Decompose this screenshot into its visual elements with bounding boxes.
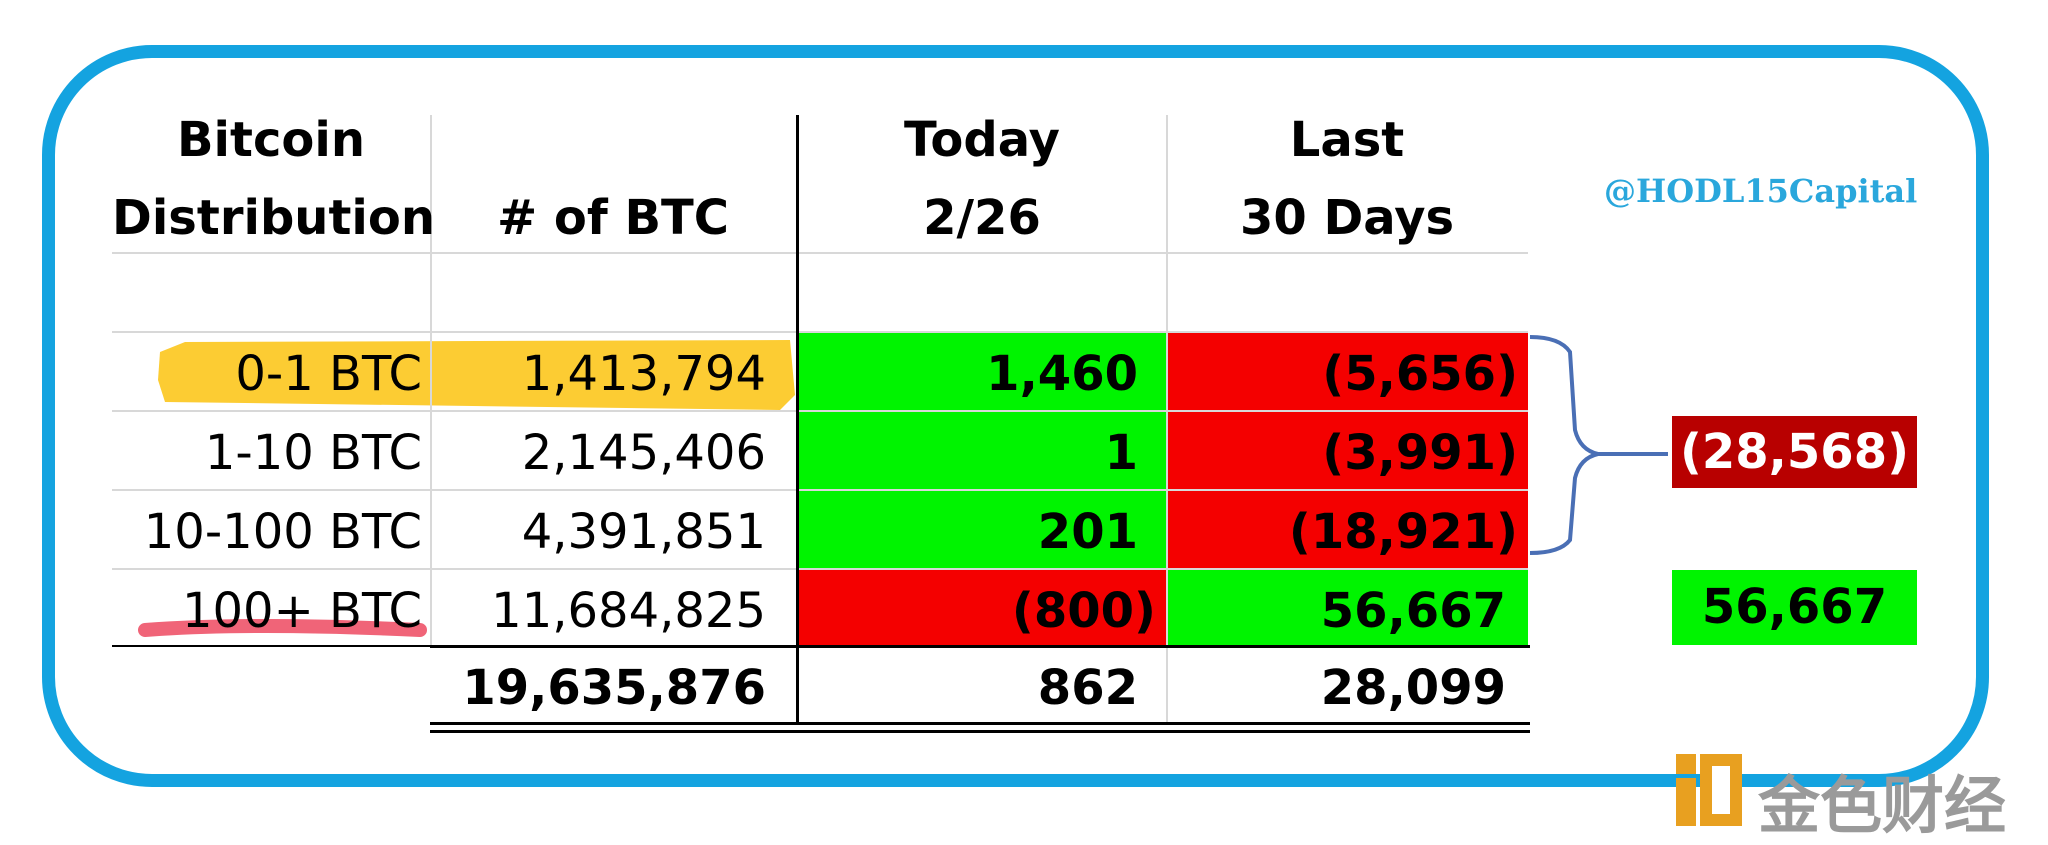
row-today-0: 1,460: [986, 346, 1138, 402]
total-double-line-1: [430, 722, 1530, 725]
grid-line: [112, 410, 1528, 412]
row-last30-0: (5,656): [1322, 346, 1518, 402]
today-bg-0: [798, 331, 1166, 568]
grid-line: [112, 252, 1528, 254]
table-bottom-border: [430, 645, 1530, 648]
row-label-2: 10-100 BTC: [143, 504, 422, 560]
row-last30-1: (3,991): [1322, 425, 1518, 481]
row-last30-2: (18,921): [1288, 504, 1518, 560]
row-label-1: 1-10 BTC: [204, 425, 422, 481]
grid-line: [112, 331, 1528, 333]
grid-vline: [430, 115, 432, 645]
row-label-0: 0-1 BTC: [235, 346, 422, 402]
grid-vline: [1166, 115, 1168, 725]
header-num-btc: # of BTC: [496, 190, 730, 246]
row-btc-2: 4,391,851: [521, 504, 766, 560]
row-today-1: 1: [1104, 425, 1138, 481]
jinse-logo-text: 金色财经: [1758, 769, 2007, 842]
group-brace: [1529, 335, 1668, 555]
header-distribution-line1: Bitcoin: [176, 112, 366, 168]
row-btc-0: 1,413,794: [521, 346, 766, 402]
total-today: 862: [1037, 660, 1138, 716]
header-distribution-line2: Distribution: [112, 190, 436, 246]
total-double-line-2: [430, 730, 1530, 733]
row-label-3: 100+ BTC: [181, 583, 422, 639]
header-today-line1: Today: [904, 112, 1060, 168]
row-today-2: 201: [1037, 504, 1138, 560]
grid-line: [112, 568, 1528, 570]
frame-border: [42, 45, 1989, 787]
header-last30-line1: Last: [1289, 112, 1405, 168]
grid-line: [112, 645, 432, 647]
group-small-total: (28,568): [1672, 416, 1917, 488]
table-divider: [796, 115, 799, 725]
row-last30-3: 56,667: [1320, 583, 1506, 639]
header-last30-line2: 30 Days: [1239, 190, 1455, 246]
row-btc-3: 11,684,825: [491, 583, 766, 639]
row-today-3: (800): [1011, 583, 1156, 639]
last30-bg-3: [1166, 568, 1528, 645]
total-btc: 19,635,876: [462, 660, 766, 716]
red-underline: [138, 619, 427, 637]
total-last30: 28,099: [1320, 660, 1506, 716]
group-large-total: 56,667: [1672, 570, 1917, 645]
watermark-handle: @HODL15Capital: [1604, 172, 1918, 210]
yellow-highlight: [158, 340, 795, 410]
row-btc-1: 2,145,406: [521, 425, 766, 481]
jinse-logo-icon: [1676, 754, 1742, 826]
header-today-line2: 2/26: [923, 190, 1041, 246]
today-bg-3: [798, 568, 1166, 645]
grid-line: [112, 489, 1528, 491]
last30-bg-0: [1166, 331, 1528, 568]
